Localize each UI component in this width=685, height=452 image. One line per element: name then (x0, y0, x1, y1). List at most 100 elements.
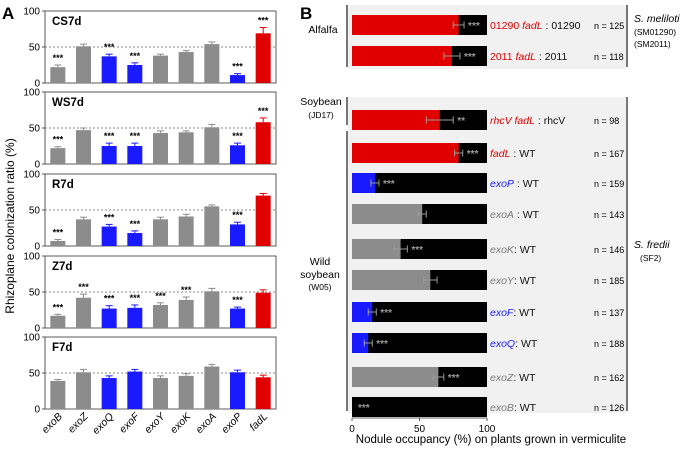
row-label: exoK: WT (490, 244, 537, 256)
bar-exoB (50, 380, 66, 409)
significance-label: *** (376, 339, 388, 350)
bar-exoF (127, 307, 143, 328)
x-tick-label: exoK (168, 410, 194, 436)
significance-label: *** (130, 51, 141, 61)
bar-mutant (352, 15, 459, 35)
subplot-label: WS7d (52, 97, 84, 109)
significance-label: *** (358, 403, 370, 414)
row-exoZ: *** exoZ: WT n = 162 (352, 367, 624, 387)
sample-size-label: n = 167 (594, 149, 624, 159)
bar-exoF (127, 233, 143, 246)
significance-label: *** (411, 245, 423, 256)
bar-mutant (352, 173, 375, 193)
bar-exoY (153, 304, 168, 328)
y-tick-label: 50 (29, 206, 41, 217)
significance-label: *** (78, 282, 89, 292)
bar-exoP (230, 224, 245, 246)
bar-exoA (204, 44, 220, 83)
row-label: exoZ: WT (490, 372, 536, 384)
bar-exoA (204, 127, 220, 164)
row-rhcV-fadL: ** rhcV fadL : rhcV n = 98 (352, 110, 619, 130)
x-tick-label: 100 (479, 424, 496, 435)
row-label: exoB: WT (490, 402, 537, 414)
strain-label-sm2011: (SM2011) (634, 39, 671, 49)
subplot-label: Z7d (52, 261, 72, 273)
significance-label: *** (53, 135, 64, 145)
significance-label: *** (104, 131, 115, 141)
bar-mutant (352, 367, 439, 387)
sample-size-label: n = 125 (594, 21, 624, 31)
significance-label: *** (181, 285, 192, 295)
x-tick-label: exoQ (90, 411, 116, 437)
bar-fadL (255, 195, 271, 246)
y-tick-label: 0 (34, 79, 40, 90)
bar-exoA (204, 291, 220, 328)
bar-mutant (352, 46, 452, 66)
subplot-R7d: 0 50 100 R7d *** *** *** *** (23, 170, 277, 253)
bar-exoZ (76, 219, 91, 246)
subplot-label: R7d (52, 179, 74, 191)
bar-exoY (153, 219, 168, 246)
x-tick-label: fadL (247, 411, 270, 434)
sample-size-label: n = 126 (594, 403, 624, 413)
panel-b-letter: B (300, 4, 312, 23)
group-label-soybean: Soybean (300, 96, 342, 108)
significance-label: ** (457, 116, 465, 127)
row-label: exoY: WT (490, 275, 537, 287)
bar-exoQ (101, 378, 117, 409)
bar-exoZ (76, 46, 91, 83)
bar-reference (352, 333, 487, 353)
bar-mutant (352, 333, 369, 353)
x-tick-label: exoY (142, 410, 168, 436)
bar-reference (352, 302, 487, 322)
bar-reference (352, 173, 487, 193)
bar-exoQ (101, 308, 117, 328)
group-sublabel-wild-soybean: (W05) (308, 282, 331, 292)
sample-size-label: n = 143 (594, 210, 624, 220)
sample-size-label: n = 188 (594, 339, 624, 349)
significance-label: *** (468, 21, 480, 32)
panel-b-x-axis-label: Nodule occupancy (%) on plants grown in … (356, 434, 626, 446)
y-tick-label: 50 (29, 43, 41, 54)
significance-label: *** (130, 293, 141, 303)
bar-exoP (230, 308, 245, 328)
group-label-wild-soybean-1: Wild (310, 256, 331, 268)
bar-mutant (352, 143, 459, 163)
significance-label: *** (130, 219, 141, 229)
row-label: exoP : WT (490, 178, 540, 190)
x-tick-label: exoF (117, 410, 142, 435)
significance-label: *** (104, 294, 115, 304)
bar-exoA (204, 206, 220, 246)
significance-label: *** (130, 131, 141, 141)
significance-label: *** (104, 212, 115, 222)
significance-label: *** (380, 308, 392, 319)
bar-exoK (178, 216, 194, 246)
y-tick-label: 50 (29, 288, 41, 299)
bar-exoY (153, 55, 168, 83)
row-label: 2011 fadL : 2011 (490, 51, 567, 63)
y-tick-label: 100 (23, 170, 40, 181)
subplot-WS7d: 0 50 100 WS7d *** *** *** *** *** (23, 88, 277, 171)
bar-exoQ (101, 146, 117, 164)
group-sublabel-soybean: (JD17) (308, 110, 334, 120)
bar-exoP (230, 75, 245, 83)
significance-label: *** (383, 179, 395, 190)
species-label-sfredii: S. fredii (634, 239, 670, 251)
bar-fadL (255, 292, 271, 328)
significance-label: *** (232, 62, 243, 72)
bar-exoZ (76, 372, 91, 409)
row-exoY: exoY: WT n = 185 (352, 270, 624, 290)
row-exoP: *** exoP : WT n = 159 (352, 173, 624, 193)
panel-a-letter: A (2, 4, 14, 23)
subplot-CS7d: 0 50 100 CS7d *** *** *** *** *** (23, 7, 277, 90)
y-tick-label: 0 (34, 242, 40, 253)
bar-exoA (204, 366, 220, 409)
bar-exoZ (76, 130, 91, 164)
bar-exoQ (101, 226, 117, 246)
y-tick-label: 50 (29, 124, 41, 135)
bar-mutant (352, 239, 401, 259)
x-tick-label: 50 (414, 424, 426, 435)
sample-size-label: n = 146 (594, 245, 624, 255)
significance-label: *** (104, 42, 115, 52)
